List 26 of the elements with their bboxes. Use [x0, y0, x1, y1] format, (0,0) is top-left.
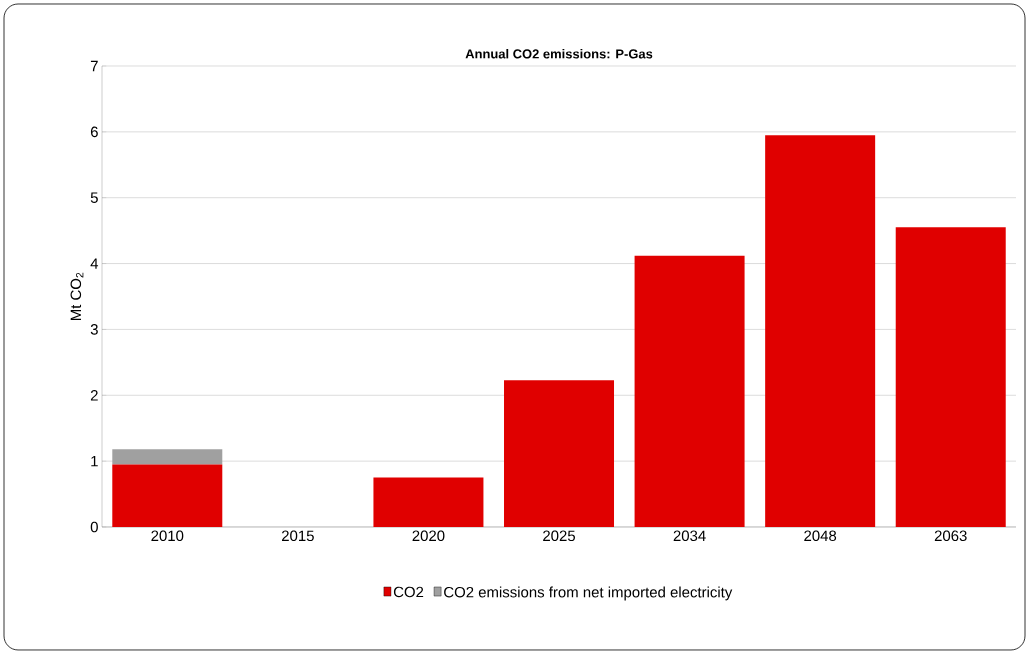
y-tick-label: 5	[90, 192, 98, 203]
x-tick-label: 2034	[673, 530, 706, 542]
bar	[895, 227, 1006, 527]
legend-label: CO2	[393, 586, 424, 598]
x-tick-label: 2048	[804, 530, 837, 542]
y-tick-label: 3	[90, 324, 98, 335]
y-tick-label: 0	[90, 521, 98, 533]
x-tick-label: 2015	[282, 530, 314, 542]
y-tick-label: 2	[90, 390, 98, 401]
legend-label: CO2 emissions from net imported electricity	[444, 586, 733, 601]
bar	[112, 449, 223, 465]
bar	[634, 255, 745, 527]
x-tick-label: 2010	[151, 530, 184, 542]
x-tick-label: 2020	[412, 530, 445, 542]
bar	[373, 477, 484, 527]
x-tick-label: 2063	[934, 530, 967, 542]
y-tick-label: 4	[90, 258, 99, 269]
chart-title: Annual CO2 emissions: P-Gas	[465, 48, 653, 59]
y-tick-label: 6	[90, 126, 98, 138]
y-axis-title: Mt CO$_{2}$	[70, 272, 84, 321]
y-tick-label: 7	[90, 60, 98, 72]
bar	[112, 464, 223, 527]
y-tick-label: 1	[91, 455, 98, 467]
x-tick-label: 2025	[543, 530, 575, 542]
bar	[765, 135, 876, 527]
bar	[504, 380, 615, 527]
